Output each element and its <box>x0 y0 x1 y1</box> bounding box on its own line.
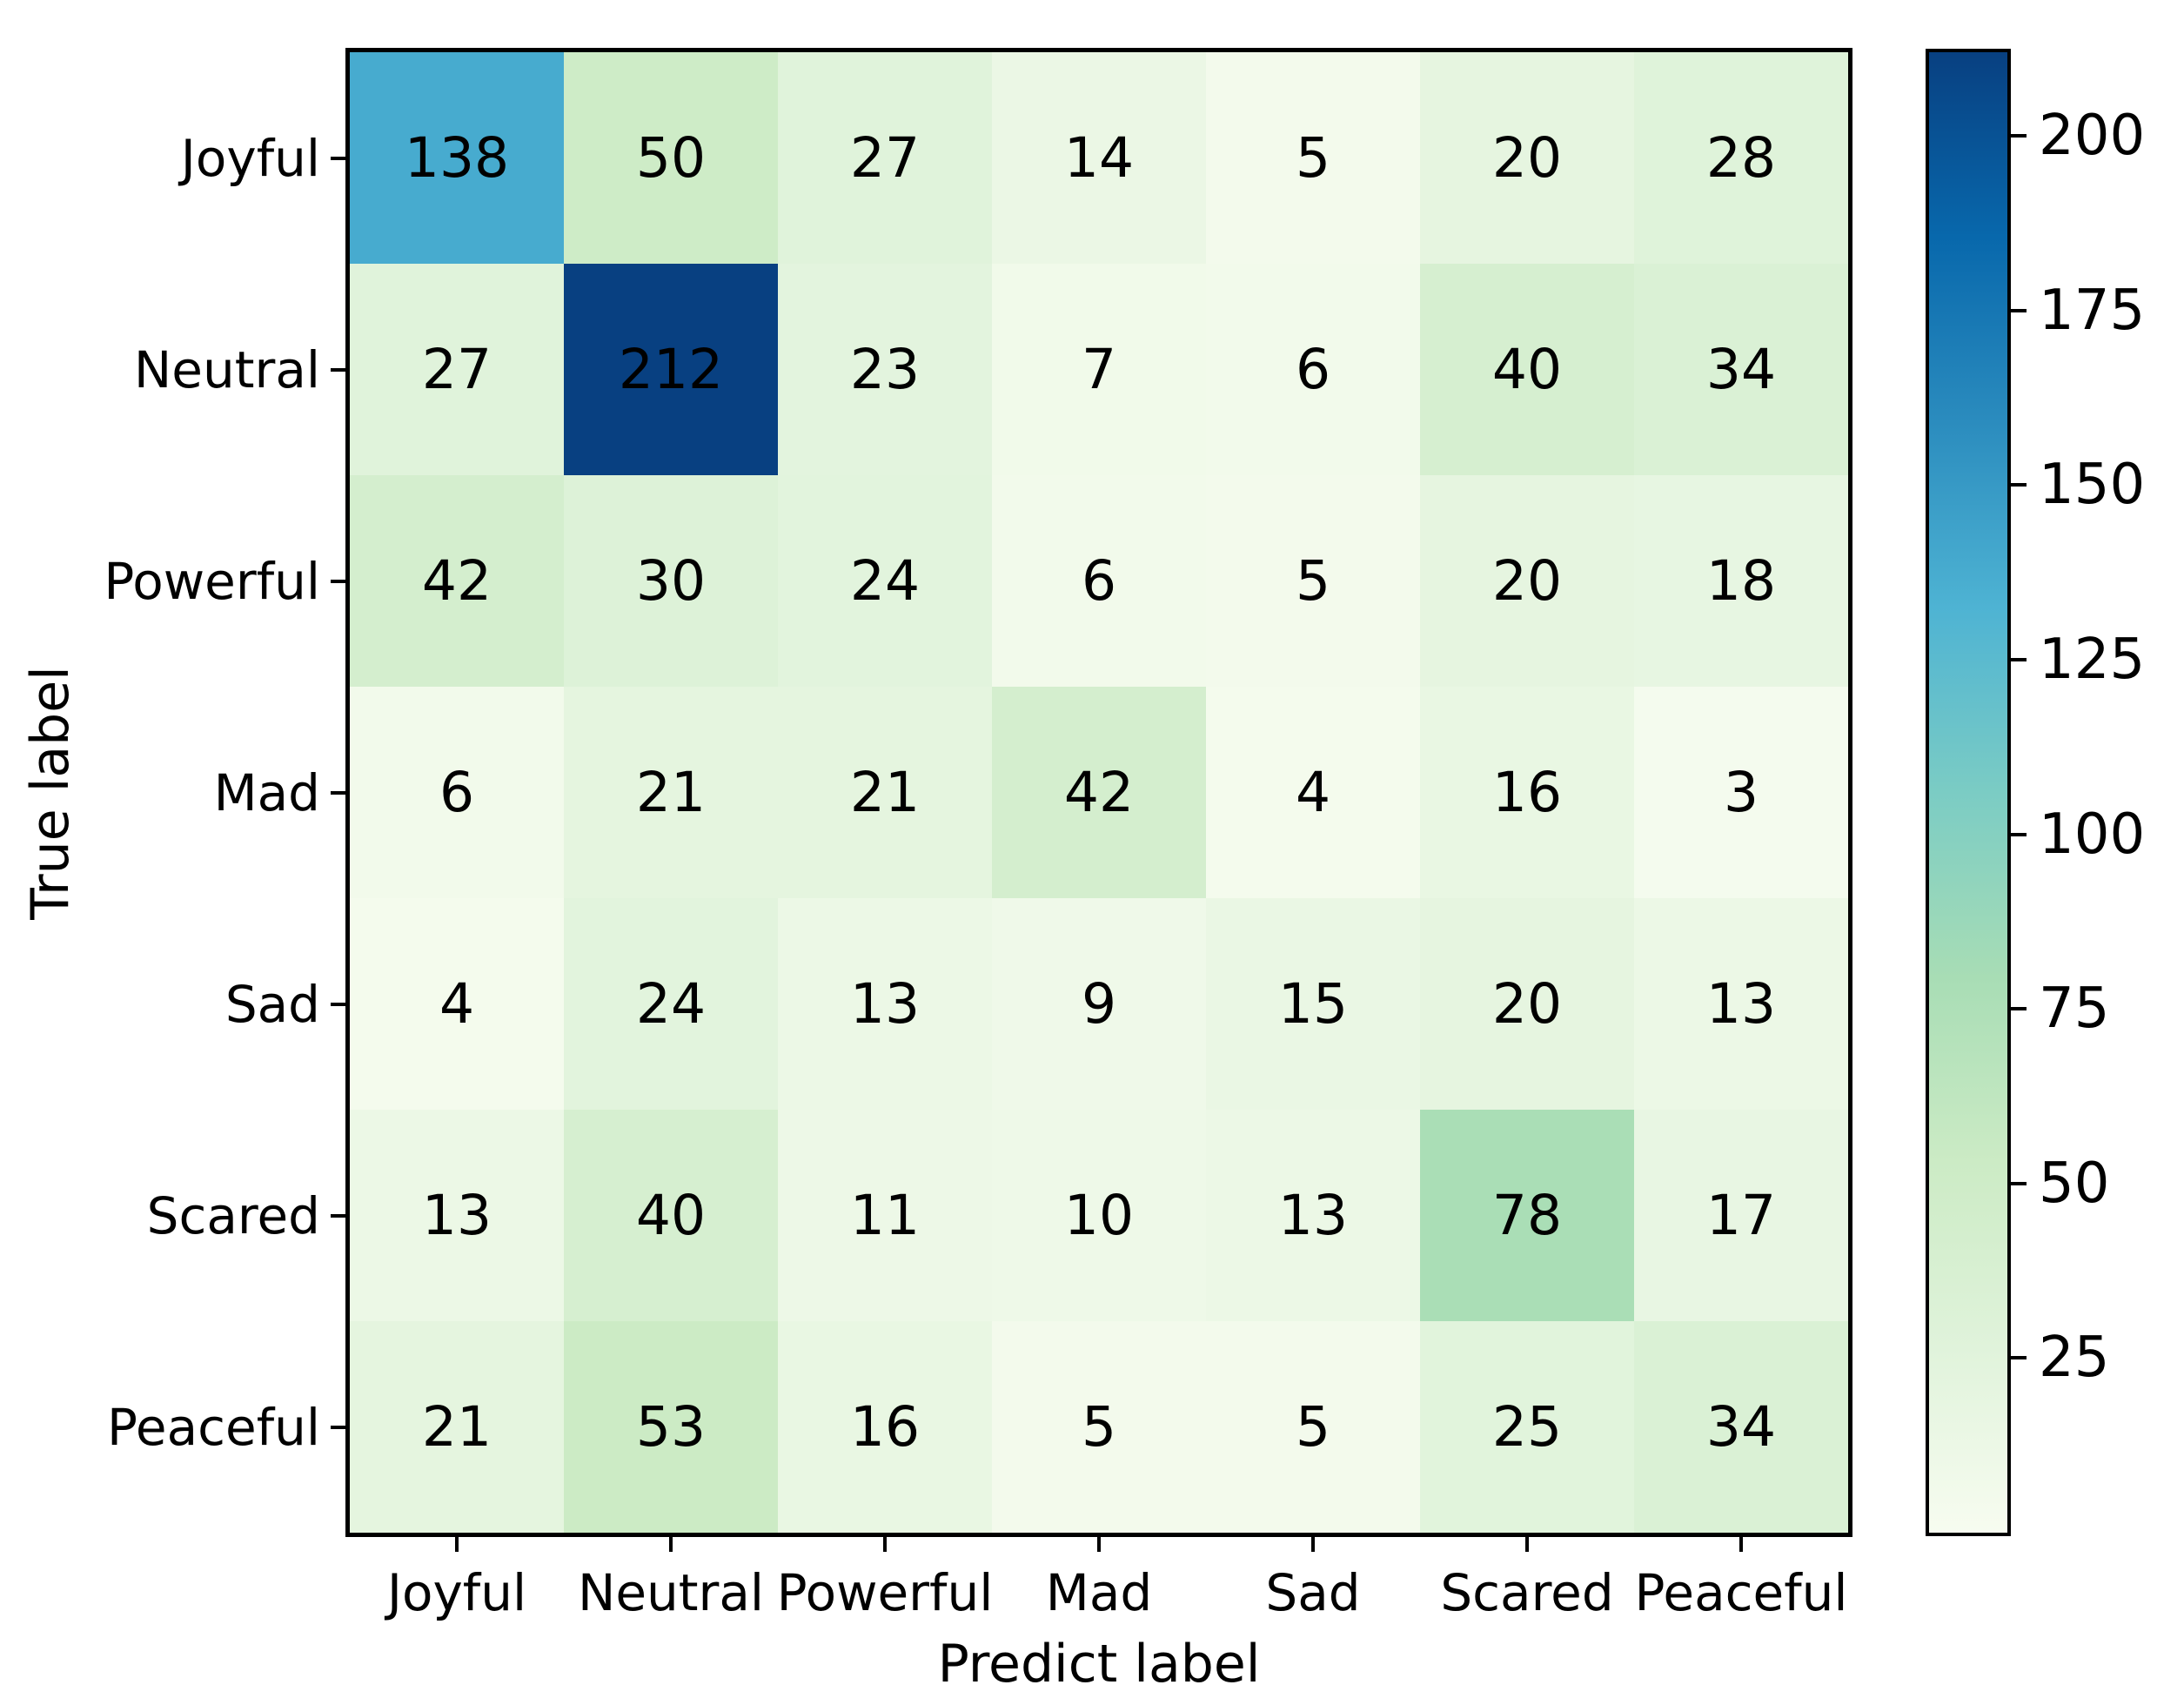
heatmap-cell: 6 <box>350 687 564 898</box>
heatmap-cell: 5 <box>992 1321 1206 1533</box>
heatmap-cell: 13 <box>1634 898 1848 1110</box>
heatmap-cell: 34 <box>1634 264 1848 475</box>
y-tick-mark <box>331 1213 350 1218</box>
heatmap-cell: 5 <box>1206 1321 1420 1533</box>
heatmap-cell: 23 <box>778 264 992 475</box>
heatmap-cell: 18 <box>1634 475 1848 687</box>
y-axis-title: True label <box>20 665 81 920</box>
heatmap-cell: 34 <box>1634 1321 1848 1533</box>
colorbar-tick-mark <box>2007 832 2027 836</box>
heatmap-cell: 27 <box>350 264 564 475</box>
x-tick-mark <box>669 1533 673 1552</box>
heatmap-cell: 25 <box>1420 1321 1634 1533</box>
heatmap-cell: 5 <box>1206 475 1420 687</box>
x-tick-label: Joyful <box>386 1563 527 1622</box>
colorbar-gradient <box>1929 52 2007 1533</box>
heatmap-cell: 14 <box>992 52 1206 264</box>
y-tick-label: Joyful <box>180 128 320 188</box>
heatmap-cell: 27 <box>778 52 992 264</box>
heatmap-cell: 6 <box>992 475 1206 687</box>
heatmap-cell: 53 <box>564 1321 778 1533</box>
y-tick-label: Sad <box>224 974 320 1034</box>
heatmap-cell: 28 <box>1634 52 1848 264</box>
heatmap-cell: 15 <box>1206 898 1420 1110</box>
heatmap-cell: 20 <box>1420 898 1634 1110</box>
heatmap-cell: 42 <box>992 687 1206 898</box>
colorbar-tick-mark <box>2007 308 2027 312</box>
heatmap-cell: 78 <box>1420 1110 1634 1321</box>
colorbar-tick-label: 75 <box>2039 977 2110 1042</box>
heatmap-cell: 11 <box>778 1110 992 1321</box>
colorbar-tick-mark <box>2007 1356 2027 1360</box>
colorbar-tick-mark <box>2007 658 2027 662</box>
heatmap-cell: 21 <box>350 1321 564 1533</box>
colorbar-tick-label: 50 <box>2039 1151 2110 1216</box>
heatmap-cell: 50 <box>564 52 778 264</box>
heatmap-cell: 40 <box>1420 264 1634 475</box>
heatmap-cell: 13 <box>778 898 992 1110</box>
colorbar-tick-label: 100 <box>2039 802 2146 867</box>
heatmap-cell: 21 <box>778 687 992 898</box>
x-tick-label: Powerful <box>776 1563 994 1622</box>
y-tick-label: Scared <box>146 1185 320 1245</box>
heatmap-cell: 6 <box>1206 264 1420 475</box>
heatmap-cell: 16 <box>778 1321 992 1533</box>
heatmap-cell: 16 <box>1420 687 1634 898</box>
heatmap-cell: 3 <box>1634 687 1848 898</box>
heatmap-cell: 21 <box>564 687 778 898</box>
colorbar-tick-label: 150 <box>2039 453 2146 518</box>
heatmap-cell: 138 <box>350 52 564 264</box>
x-tick-mark <box>883 1533 887 1552</box>
x-tick-mark <box>1097 1533 1101 1552</box>
x-tick-mark <box>455 1533 459 1552</box>
x-tick-mark <box>1739 1533 1743 1552</box>
colorbar-tick-mark <box>2007 134 2027 138</box>
x-tick-label: Mad <box>1045 1563 1153 1622</box>
y-tick-label: Powerful <box>104 551 320 611</box>
heatmap-cell: 4 <box>350 898 564 1110</box>
x-tick-mark <box>1311 1533 1315 1552</box>
y-tick-label: Mad <box>213 762 320 822</box>
heatmap-cell: 42 <box>350 475 564 687</box>
x-tick-mark <box>1525 1533 1529 1552</box>
y-tick-mark <box>331 1002 350 1006</box>
y-tick-label: Peaceful <box>107 1397 320 1457</box>
y-tick-mark <box>331 790 350 795</box>
heatmap-cell: 17 <box>1634 1110 1848 1321</box>
y-tick-mark <box>331 579 350 583</box>
heatmap-cell: 9 <box>992 898 1206 1110</box>
x-tick-label: Neutral <box>577 1563 765 1622</box>
heatmap-cell: 24 <box>778 475 992 687</box>
heatmap-cell: 20 <box>1420 52 1634 264</box>
colorbar-tick-label: 25 <box>2039 1326 2110 1391</box>
x-tick-label: Peaceful <box>1634 1563 1848 1622</box>
heatmap-cell: 5 <box>1206 52 1420 264</box>
colorbar-tick-label: 200 <box>2039 104 2146 169</box>
heatmap-cell: 13 <box>1206 1110 1420 1321</box>
y-tick-mark <box>331 367 350 372</box>
y-tick-mark <box>331 1425 350 1429</box>
colorbar-tick-mark <box>2007 1007 2027 1011</box>
colorbar-tick-label: 125 <box>2039 628 2146 693</box>
x-tick-label: Sad <box>1265 1563 1361 1622</box>
colorbar-tick-label: 175 <box>2039 278 2146 343</box>
x-tick-label: Scared <box>1440 1563 1614 1622</box>
heatmap-cell: 10 <box>992 1110 1206 1321</box>
heatmap-cell: 13 <box>350 1110 564 1321</box>
colorbar-tick-mark <box>2007 483 2027 487</box>
heatmap-cell: 4 <box>1206 687 1420 898</box>
y-tick-label: Neutral <box>133 339 320 399</box>
colorbar-tick-mark <box>2007 1181 2027 1185</box>
x-axis-title: Predict label <box>937 1634 1261 1695</box>
heatmap-cell: 7 <box>992 264 1206 475</box>
heatmap-cell: 212 <box>564 264 778 475</box>
heatmap-cell: 20 <box>1420 475 1634 687</box>
heatmap-cell: 30 <box>564 475 778 687</box>
heatmap-cell: 40 <box>564 1110 778 1321</box>
colorbar <box>1926 49 2011 1536</box>
heatmap-cell: 24 <box>564 898 778 1110</box>
y-tick-mark <box>331 156 350 160</box>
